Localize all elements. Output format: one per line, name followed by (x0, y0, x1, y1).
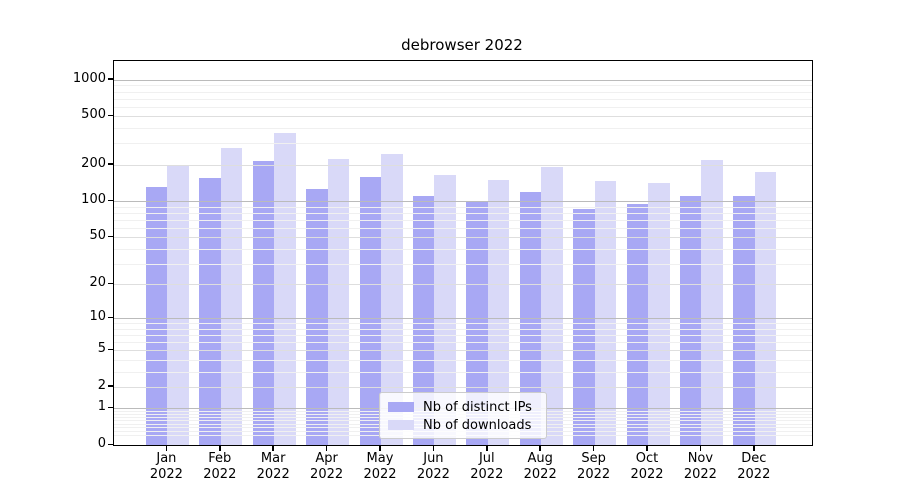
y-tick-label: 500 (81, 107, 106, 123)
bar-downloads (167, 165, 189, 445)
x-tick-mark (646, 445, 648, 451)
y-tick-mark (108, 235, 113, 238)
x-tick-label: Jun 2022 (416, 451, 450, 482)
x-tick-label: Jul 2022 (470, 451, 504, 482)
bar-downloads (327, 158, 350, 445)
bar-downloads (594, 180, 617, 445)
legend-label-distinct-ips: Nb of distinct IPs (423, 399, 532, 415)
bar-distinct-ips (626, 203, 648, 445)
y-tick-label: 20 (89, 275, 106, 291)
bar-distinct-ips (733, 195, 755, 445)
bar-downloads (220, 147, 243, 445)
x-tick-label: Apr 2022 (310, 451, 344, 482)
bar-distinct-ips (359, 176, 381, 445)
y-tick-mark (108, 199, 113, 202)
legend-swatch-distinct-ips-icon (388, 402, 414, 412)
x-tick-mark (432, 445, 435, 451)
x-tick-mark (272, 445, 274, 451)
y-tick-mark (108, 348, 113, 351)
y-tick-label: 200 (81, 155, 106, 171)
bar-downloads (487, 180, 510, 445)
y-tick-label: 1000 (72, 70, 106, 86)
x-tick-label: Mar 2022 (256, 451, 290, 482)
legend-label-downloads: Nb of downloads (423, 417, 532, 433)
y-tick-label: 1 (97, 399, 106, 415)
y-tick-mark (108, 78, 113, 80)
bar-distinct-ips (199, 177, 221, 445)
y-tick-label: 50 (89, 228, 106, 244)
x-tick-mark (379, 445, 381, 451)
y-tick-label: 2 (97, 377, 106, 393)
x-tick-label: Dec 2022 (737, 451, 771, 482)
chart-title: debrowser 2022 (401, 36, 523, 54)
x-tick-mark (539, 445, 541, 451)
x-tick-mark (753, 445, 755, 451)
legend-swatch-downloads-icon (388, 420, 414, 430)
x-tick-mark (219, 445, 221, 451)
bar-distinct-ips (145, 187, 168, 445)
x-tick-mark (592, 445, 595, 451)
plot-area: Nb of distinct IPs Nb of downloads (113, 60, 813, 446)
x-tick-label: Aug 2022 (523, 451, 557, 482)
y-tick-mark (108, 406, 113, 409)
x-tick-label: Sep 2022 (577, 451, 611, 482)
bar-distinct-ips (679, 195, 702, 445)
y-tick-mark (108, 443, 113, 445)
bars-layer (114, 61, 812, 445)
legend-item-distinct-ips: Nb of distinct IPs (388, 399, 538, 415)
x-tick-mark (165, 445, 168, 451)
y-tick-label: 5 (97, 341, 106, 357)
y-tick-mark (108, 385, 113, 387)
x-tick-mark (325, 445, 328, 451)
bar-downloads (541, 167, 563, 445)
x-tick-label: Nov 2022 (683, 451, 717, 482)
bar-downloads (434, 175, 456, 445)
bar-downloads (648, 183, 670, 445)
y-tick-mark (108, 114, 113, 117)
bar-downloads (274, 132, 296, 445)
legend: Nb of distinct IPs Nb of downloads (379, 392, 547, 439)
legend-item-downloads: Nb of downloads (388, 417, 538, 433)
x-tick-label: Jan 2022 (149, 451, 183, 482)
y-tick-mark (108, 163, 113, 165)
y-tick-label: 10 (89, 309, 106, 325)
x-tick-mark (486, 445, 488, 451)
y-tick-mark (108, 316, 113, 319)
y-tick-label: 100 (81, 192, 106, 208)
x-tick-label: May 2022 (363, 451, 397, 482)
bar-distinct-ips (252, 160, 275, 445)
bar-downloads (754, 172, 777, 445)
bar-distinct-ips (573, 209, 595, 445)
x-tick-label: Oct 2022 (630, 451, 664, 482)
x-tick-label: Feb 2022 (203, 451, 237, 482)
y-tick-label: 0 (97, 436, 106, 451)
bar-distinct-ips (306, 189, 328, 445)
bar-downloads (701, 159, 723, 445)
y-tick-mark (108, 282, 113, 285)
x-tick-mark (699, 445, 702, 451)
bar-distinct-ips (412, 196, 435, 445)
